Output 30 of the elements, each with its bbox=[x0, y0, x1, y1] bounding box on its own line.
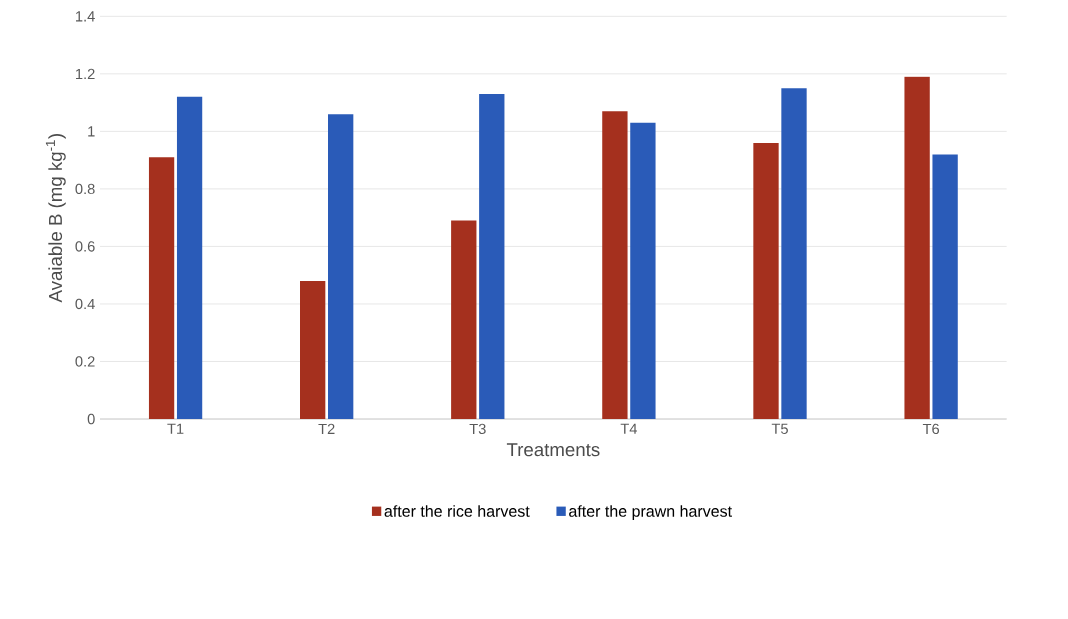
bar bbox=[932, 154, 958, 419]
y-tick-label: 1.4 bbox=[76, 11, 95, 22]
x-tick-label: T5 bbox=[771, 423, 788, 434]
x-tick-label: T3 bbox=[469, 423, 486, 435]
bar bbox=[176, 96, 203, 419]
y-tick-label: 1 bbox=[88, 126, 95, 137]
y-tick-label: 1.2 bbox=[76, 68, 95, 79]
y-tick-label: 0.2 bbox=[75, 356, 95, 367]
bar bbox=[451, 220, 477, 419]
y-tick-label: 0 bbox=[87, 413, 95, 425]
bar bbox=[479, 93, 505, 419]
bar bbox=[781, 88, 807, 419]
x-tick-label: T1 bbox=[167, 423, 184, 434]
x-axis-title: Treatments bbox=[506, 443, 600, 457]
bar bbox=[148, 157, 175, 419]
bar bbox=[630, 122, 656, 419]
bar bbox=[328, 114, 354, 419]
bar bbox=[904, 76, 930, 419]
bar bbox=[753, 142, 779, 419]
legend-label: after the prawn harvest bbox=[569, 505, 732, 521]
bar bbox=[602, 111, 628, 419]
x-tick-label: T4 bbox=[620, 423, 638, 434]
x-tick-label: T6 bbox=[922, 423, 940, 435]
y-tick-label: 0.6 bbox=[75, 241, 95, 252]
legend-label: after the rice harvest bbox=[384, 505, 530, 517]
x-tick-label: T2 bbox=[318, 423, 335, 434]
y-tick-label: 0.4 bbox=[75, 298, 95, 310]
y-tick-label: 0.8 bbox=[75, 183, 95, 195]
y-axis-title: Avaiable B (mg kg$^{-1}$) bbox=[45, 134, 66, 303]
bar bbox=[300, 280, 326, 419]
